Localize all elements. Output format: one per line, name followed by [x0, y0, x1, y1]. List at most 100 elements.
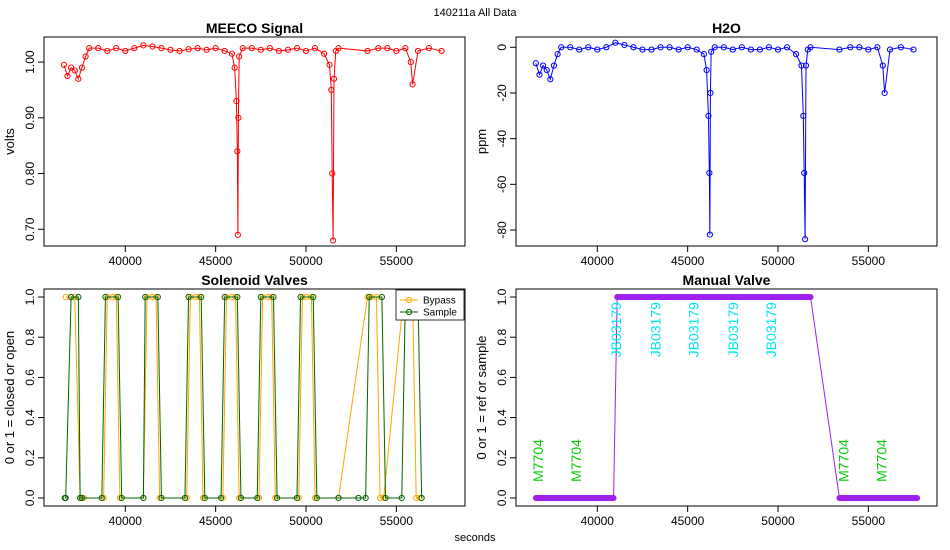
y-axis-label: 0 or 1 = ref or sample [474, 336, 489, 460]
series-h2o-point [711, 44, 718, 51]
series-meeco-point [234, 231, 241, 238]
series-sample-point [75, 293, 82, 301]
series-sample-point [234, 293, 241, 301]
plot-area [61, 293, 425, 502]
plot-area [60, 42, 445, 244]
plot-area [532, 39, 917, 243]
y-tick-label: 0.70 [23, 217, 37, 241]
x-tick-label: 45000 [199, 514, 233, 528]
series-meeco-point [248, 45, 255, 52]
y-tick-label: 0.4 [495, 409, 509, 426]
legend-box [395, 289, 465, 321]
series-meeco-point [375, 45, 382, 52]
x-tick-label: 40000 [109, 254, 143, 268]
sample-annotation: M7704 [835, 439, 851, 482]
legend-label-sample: Sample [423, 308, 457, 319]
series-sample-point [313, 494, 320, 502]
series-sample-point [355, 494, 362, 502]
series-h2o-point [657, 44, 664, 51]
x-tick-label: 55000 [852, 254, 886, 268]
series-h2o-point [801, 236, 809, 243]
series-h2o-point [576, 46, 583, 53]
x-tick-label: 50000 [761, 254, 795, 268]
series-h2o-point [554, 51, 561, 58]
series-meeco-point [104, 47, 111, 55]
plot-frame [515, 288, 938, 507]
y-tick-label: -40 [495, 130, 509, 148]
x-tick-label: 45000 [199, 254, 233, 268]
legend-marker-sample [405, 308, 413, 316]
panel-meeco: MEECO Signal volts 40000 45000 50000 55000 0.7… [2, 20, 466, 268]
y-tick-label: 0.80 [23, 162, 37, 186]
plot-area [532, 294, 921, 501]
series-meeco-point [158, 45, 165, 52]
series-sample-line [64, 296, 423, 499]
series-sample-point [366, 293, 373, 301]
series-h2o-line [535, 42, 914, 240]
plot-frame [43, 36, 466, 247]
series-h2o-point [703, 67, 710, 74]
series-meeco-point [194, 45, 201, 52]
series-h2o-point [543, 67, 550, 74]
series-sample-point [142, 293, 149, 301]
x-tick-label: 45000 [671, 254, 705, 268]
series-meeco-point [425, 45, 432, 52]
series-meeco-point [438, 47, 445, 55]
series-h2o-point [886, 46, 894, 53]
series-h2o-point [675, 46, 682, 53]
series-sample-point [257, 293, 264, 301]
series-h2o-point [706, 169, 713, 177]
series-meeco-point [239, 45, 246, 52]
series-meeco-point [320, 50, 328, 57]
series-h2o-point [729, 46, 736, 53]
x-tick-label: 50000 [761, 514, 795, 528]
series-h2o-point [540, 62, 547, 69]
series-meeco-point [335, 45, 342, 52]
series-h2o-point [558, 44, 565, 51]
series-h2o-point [800, 112, 807, 119]
series-meeco-point [266, 45, 273, 52]
series-h2o-point [536, 71, 543, 78]
series-meeco-point [78, 64, 86, 71]
series-meeco-point [302, 47, 310, 55]
series-h2o-point [603, 44, 610, 51]
series-meeco-point [257, 46, 264, 53]
series-meeco-point [384, 45, 391, 52]
x-tick-label: 50000 [289, 254, 323, 268]
series-h2o-point [774, 46, 782, 53]
series-sample-point [181, 494, 189, 502]
series-meeco-point [203, 46, 210, 53]
x-tick-label: 55000 [852, 514, 886, 528]
x-tick-label: 45000 [671, 514, 705, 528]
series-h2o-point [765, 44, 773, 51]
series-meeco-point [140, 42, 147, 49]
sample-annotation: JB03179 [648, 302, 664, 357]
x-tick-label: 40000 [581, 254, 615, 268]
y-tick-label: 0.4 [23, 409, 37, 426]
y-tick-label: 0.90 [23, 106, 37, 130]
series-bypass-point [416, 494, 423, 502]
series-meeco-point [71, 67, 78, 74]
series-meeco-point [212, 45, 219, 52]
panel-title: Manual Valve [683, 272, 771, 288]
series-meeco-point [167, 46, 174, 53]
series-sample-point [62, 494, 69, 502]
series-sample-point [221, 293, 228, 301]
panel-title: Solenoid Valves [201, 272, 308, 288]
panel-solenoid: Solenoid Valves 0 or 1 = closed or open 40… [2, 272, 466, 528]
series-sample-point [102, 293, 109, 301]
y-tick-label: -20 [495, 84, 509, 102]
panel-title: H2O [712, 20, 741, 36]
series-h2o-point [700, 51, 708, 58]
series-sample-point [158, 494, 165, 502]
series-h2o-point [621, 41, 628, 49]
series-h2o-point [802, 62, 810, 69]
series-meeco-point [414, 47, 422, 55]
series-meeco-point [329, 237, 337, 244]
series-sample-point [185, 293, 192, 301]
plot-frame [43, 288, 466, 507]
x-tick-label: 55000 [380, 514, 414, 528]
series-h2o-point [648, 46, 655, 53]
series-h2o-point [594, 46, 601, 53]
